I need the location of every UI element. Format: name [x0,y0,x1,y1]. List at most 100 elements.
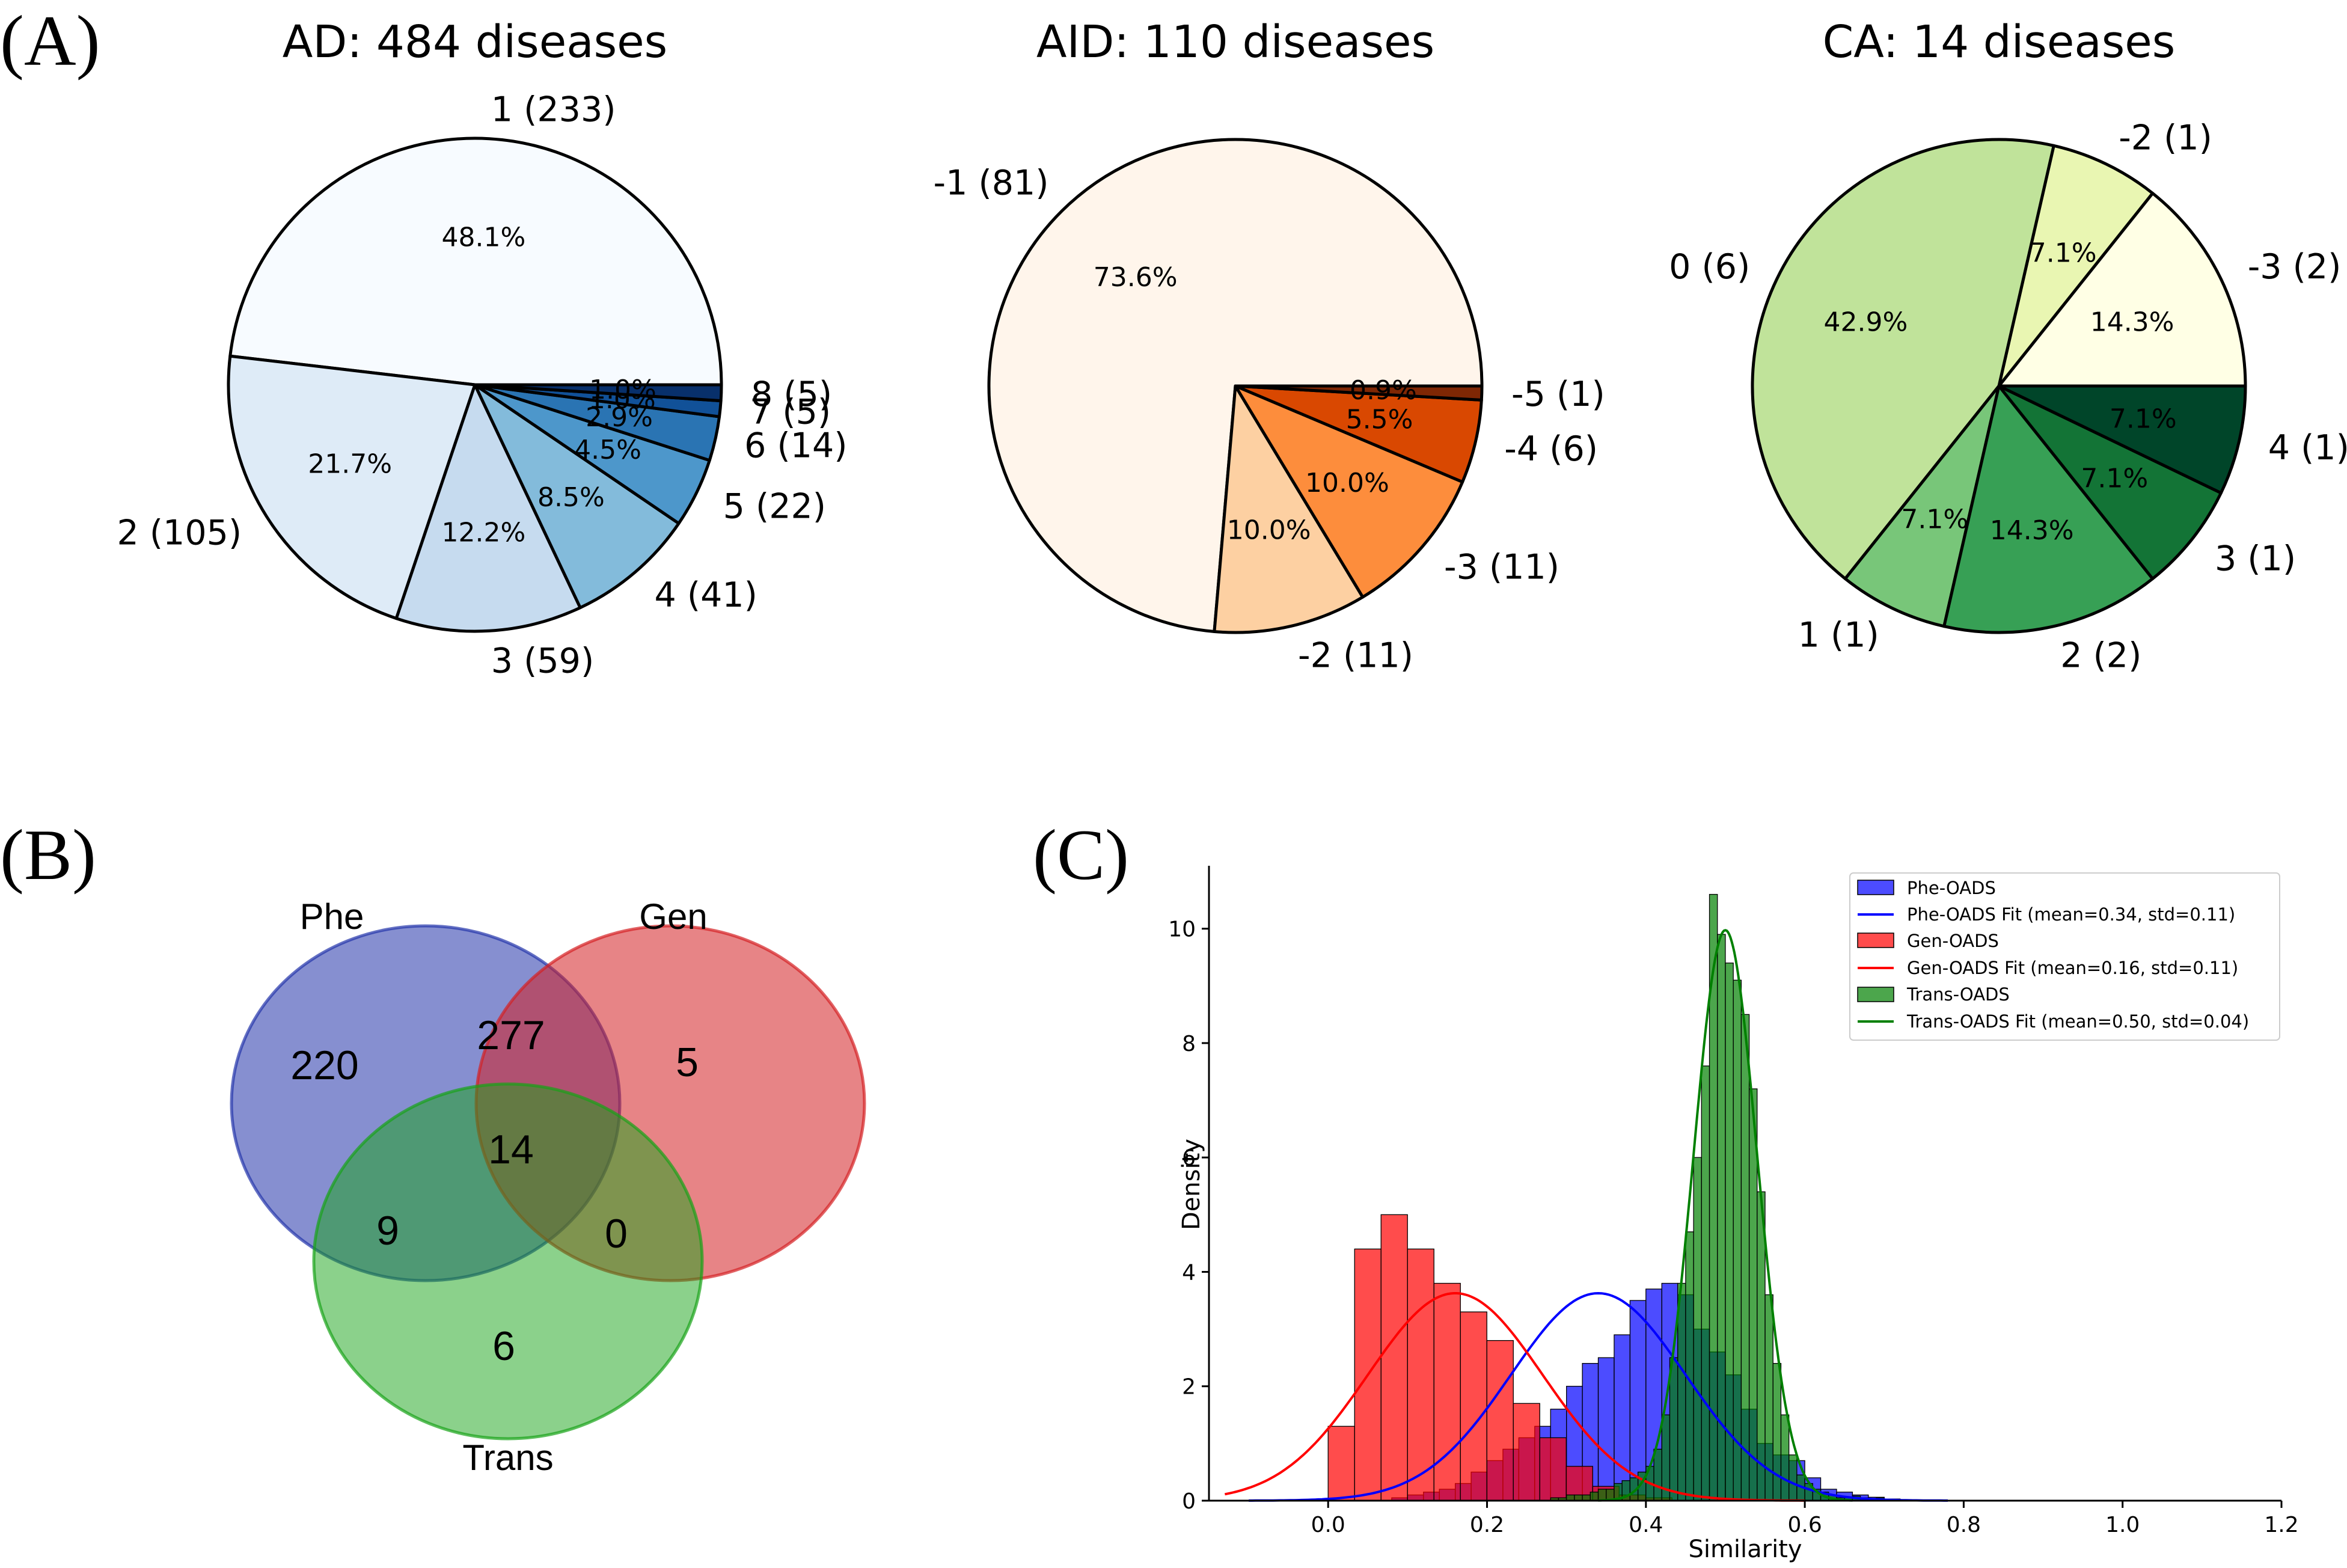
histogram-bar-trans-oads [1693,1157,1702,1501]
x-tick-label: 1.0 [2105,1513,2140,1537]
x-tick-label: 0.8 [1947,1513,1981,1537]
pie-ca-slice-label: 2 (2) [2060,636,2141,676]
pie-ca-percent-label: 7.1% [2110,404,2177,435]
venn-count-gen-only: 5 [676,1040,699,1085]
pie-ad-percent-label: 1.0% [589,375,656,405]
pie-aid-slice [1234,384,1483,484]
panel-label-b: (B) [0,815,96,895]
pie-ad-slice [394,383,582,633]
pie-ca-slice [1843,384,2001,628]
pie-chart-ca: 14.3%7.1%42.9%7.1% 14.3%7.1%7.1%-3 (2)-2 … [1669,118,2347,675]
pie-ca-slice-label: 4 (1) [2268,428,2347,468]
pie-ad-slice-label: 1 (233) [491,90,616,130]
histogram-bar-gen-oads [1539,1437,1567,1501]
pie-ca-percent-label: 14.3% [1990,515,2074,546]
pie-ad-percent-label: 12.2% [442,518,526,548]
pie-ad-slice [228,136,723,387]
pie-ad-percent-label: 4.5% [574,435,641,465]
venn-count-phe-trans: 9 [376,1208,399,1254]
pie-ad-percent-label: 48.1% [442,222,526,253]
histogram-bars [1327,893,1901,1501]
histogram-bar-gen-oads [1433,1282,1461,1501]
pie-ad-slice-label: 7 (5) [750,393,831,432]
legend-label-gen: Gen-OADS [1907,931,1999,951]
legend-label-gen-fit: Gen-OADS Fit (mean=0.16, std=0.11) [1907,958,2238,978]
pie-ad-slice-label: 6 (14) [744,426,847,466]
pie-ca-slice [1997,191,2247,388]
pie-ad-percent-label: 21.7% [308,449,392,480]
y-tick-label: 8 [1182,1032,1196,1056]
histogram-bar-trans-oads [1653,1448,1662,1501]
x-tick-label: 1.2 [2264,1513,2298,1537]
legend-swatch-trans [1857,987,1894,1002]
pie-aid-slice-label: -5 (1) [1511,375,1605,414]
legend-label-phe: Phe-OADS [1907,878,1996,898]
pie-ca-percent-label: 7.1% [2081,463,2148,494]
histogram-fit-curves [1225,929,1948,1502]
pie-aid-percent-label: 10.0% [1305,468,1389,498]
histogram-bar-trans-oads [1725,963,1734,1501]
pie-ca-slice-label: -2 (1) [2119,118,2212,158]
histogram-bar-gen-oads [1380,1214,1408,1501]
histogram-bar-trans-oads [1717,934,1726,1501]
pie-ca-slice-label: -3 (2) [2248,247,2342,287]
pie-ca-slice [1997,384,2247,495]
pie-ca-percent-label: 14.3% [2090,307,2174,337]
venn-count-all: 14 [488,1127,534,1172]
pie-aid-percent-label: 5.5% [1346,405,1413,435]
pie-ca-slice-label: 0 (6) [1669,247,1750,287]
venn-set-label-trans: Trans [462,1438,553,1478]
histogram-bar-gen-oads [1407,1248,1434,1501]
panel-label-a: (A) [0,1,100,81]
pie-ca-percent-label: 42.9% [1824,307,1908,337]
pie-ca-slice [1997,144,2155,388]
pie-aid-percent-label: 0.9% [1350,375,1417,406]
histogram-bar-trans-oads [1669,1357,1678,1501]
pie-aid-slice-label: -4 (6) [1504,429,1598,469]
pie-ca-percent-label: 7.1% [1901,504,1968,535]
pie-aid-slice [1213,384,1365,634]
x-axis-ticks: 0.0 0.2 0.4 0.6 0.8 1.0 1.2 [1311,1501,2299,1537]
pie-ca-slice-label: 1 (1) [1798,616,1879,655]
histogram-bar-trans-oads [1685,1231,1694,1501]
y-axis-label: Density [1178,1139,1205,1230]
pie-ad-slice [473,383,723,403]
legend-label-phe-fit: Phe-OADS Fit (mean=0.34, std=0.11) [1907,904,2235,925]
venn-set-label-phe: Phe [300,896,364,937]
histogram-bar-phe-oads [1614,1334,1631,1501]
pie-ca-slice-label: 3 (1) [2215,539,2296,578]
pie-ca-slice [1751,138,2055,581]
venn-circle-trans [312,1082,704,1441]
pie-ad-slice-label: 2 (105) [117,513,242,553]
histogram-bar-trans-oads [1789,1454,1798,1501]
histogram-bar-trans-oads [1780,1414,1790,1501]
y-axis-ticks: 0 2 4 6 8 10 [1168,917,1209,1514]
histogram-bar-gen-oads [1486,1340,1514,1501]
pie-ad-slice-label: 5 (22) [723,487,826,527]
venn-count-phe-gen: 277 [477,1012,545,1058]
pie-aid-percent-label: 73.6% [1094,262,1178,293]
legend-frame [1849,872,2280,1041]
histogram-bar-phe-oads [1597,1357,1615,1501]
histogram-bar-gen-oads [1460,1311,1487,1501]
x-tick-label: 0.6 [1787,1513,1822,1537]
pie-ad-slice-label: 8 (5) [751,375,832,414]
histogram-bar-gen-oads [1327,1426,1355,1501]
y-tick-label: 10 [1168,917,1196,942]
pie-aid-slice-label: -3 (11) [1444,548,1559,587]
histogram-bar-trans-oads [1772,1363,1782,1501]
pie-aid-title: AID: 110 diseases [1036,16,1434,68]
venn-count-gen-trans: 0 [605,1211,628,1257]
pie-ad-percent-label: 8.5% [537,482,605,513]
panel-label-c: (C) [1033,815,1129,895]
y-tick-label: 2 [1182,1375,1196,1400]
x-axis-label: Similarity [1688,1536,1802,1563]
pie-ca-percent-label: 7.1% [2030,237,2097,268]
pie-aid-slice-label: -1 (81) [934,164,1049,203]
y-tick-label: 4 [1182,1260,1196,1285]
pie-ca-slice [1997,384,2223,581]
x-tick-label: 0.4 [1629,1513,1663,1537]
histogram-chart: 0.0 0.2 0.4 0.6 0.8 1.0 1.2 0 2 4 6 8 10 Similarity… [1168,866,2299,1563]
x-tick-label: 0.0 [1311,1513,1345,1537]
y-tick-label: 0 [1182,1489,1196,1514]
